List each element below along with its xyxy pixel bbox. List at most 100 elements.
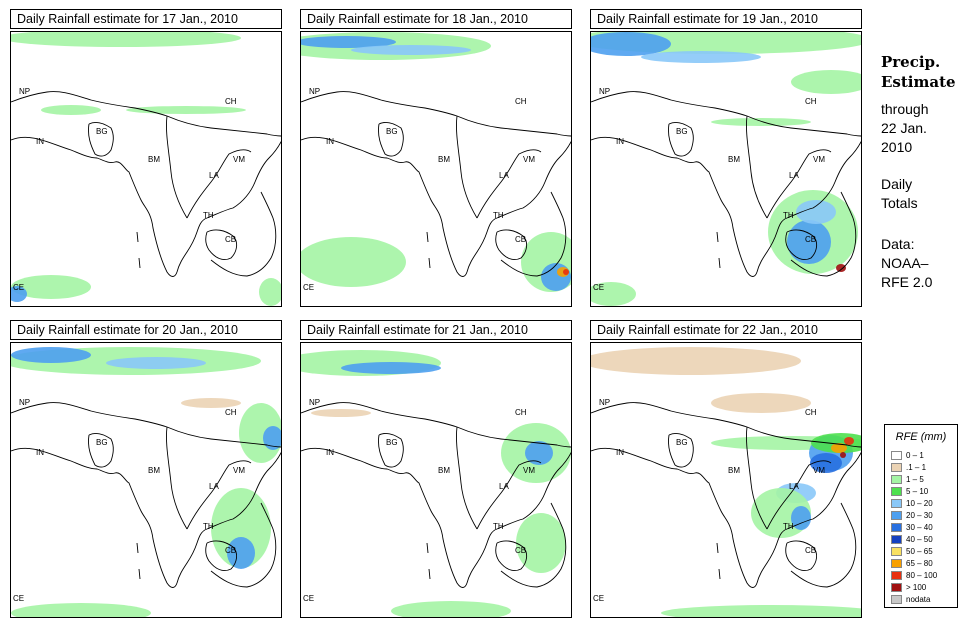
borders-layer (11, 91, 281, 277)
country-label-in: IN (326, 137, 334, 146)
through-date: through 22 Jan. 2010 (881, 100, 928, 157)
border-line (210, 502, 277, 588)
labels-layer: NP CH IN BG BM VM LA TH CB CE (303, 87, 535, 292)
border-line (668, 432, 694, 468)
country-label-ce: CE (13, 594, 24, 603)
precip-area (259, 278, 281, 306)
precip-area (126, 106, 246, 114)
legend-label: 0 – 1 (906, 451, 924, 460)
border-line (378, 432, 404, 468)
precip-area (791, 506, 811, 530)
map-panel-21: Daily Rainfall estimate for 21 Jan., 201… (300, 320, 572, 618)
precip-area (11, 347, 91, 363)
legend-item: 20 – 30 (891, 511, 933, 521)
border-line (591, 91, 861, 137)
country-label-in: IN (616, 137, 624, 146)
border-line (790, 191, 857, 277)
border-line (785, 540, 818, 572)
precip-area (796, 200, 836, 224)
data-source-line1: NOAA– (881, 255, 929, 271)
precip-area (563, 269, 569, 275)
country-label-la: LA (789, 171, 799, 180)
precip-area (791, 70, 861, 94)
country-label-la: LA (789, 482, 799, 491)
rainfall-map: NP CH IN BG BM VM LA TH CB CE (10, 342, 282, 618)
border-line (428, 257, 431, 269)
precip-area (41, 105, 101, 115)
rainfall-map: NP CH IN BG BM VM LA TH CB CE (10, 31, 282, 307)
country-label-bm: BM (728, 466, 740, 475)
border-line (205, 540, 238, 572)
country-label-np: NP (19, 398, 30, 407)
precip-area (341, 362, 441, 374)
precip-area (311, 409, 371, 417)
country-label-ce: CE (303, 594, 314, 603)
precip-area (844, 437, 854, 445)
legend-item: 10 – 20 (891, 499, 933, 509)
country-label-in: IN (616, 448, 624, 457)
precip-area (711, 118, 811, 126)
legend-item: 0 – 1 (891, 451, 924, 461)
legend-item: 50 – 65 (891, 547, 933, 557)
border-line (746, 426, 768, 530)
border-line (301, 91, 571, 137)
country-label-np: NP (19, 87, 30, 96)
country-label-in: IN (36, 448, 44, 457)
country-label-ce: CE (593, 283, 604, 292)
country-label-bm: BM (438, 155, 450, 164)
border-line (11, 91, 281, 137)
map-svg: NP CH IN BG BM VM LA TH CB CE (301, 32, 571, 292)
country-label-bg: BG (676, 127, 688, 136)
country-label-ce: CE (303, 283, 314, 292)
legend-swatch (891, 559, 902, 568)
legend-swatch (891, 547, 902, 556)
rfe-legend: RFE (mm) 0 – 1 .1 – 1 1 – 5 5 – 10 10 – 20 20… (884, 424, 958, 608)
borders-layer (591, 402, 861, 588)
country-label-ce: CE (593, 594, 604, 603)
map-svg: NP CH IN BG BM VM LA TH CB CE (11, 347, 281, 617)
legend-swatch (891, 511, 902, 520)
precip-area (11, 32, 241, 47)
map-panel-17: Daily Rainfall estimate for 17 Jan., 201… (10, 9, 282, 307)
border-line (166, 426, 188, 530)
legend-label: nodata (906, 595, 931, 604)
precip-area (810, 453, 842, 473)
precip-layer (11, 32, 281, 306)
border-line (746, 115, 768, 219)
border-line (456, 426, 478, 530)
legend-label: 10 – 20 (906, 499, 933, 508)
legend-label: 5 – 10 (906, 487, 929, 496)
map-panel-19: Daily Rainfall estimate for 19 Jan., 201… (590, 9, 862, 307)
country-label-th: TH (203, 211, 214, 220)
border-line (136, 542, 139, 554)
country-label-cb: CB (225, 546, 236, 555)
country-label-bm: BM (148, 466, 160, 475)
country-label-cb: CB (225, 235, 236, 244)
border-line (591, 447, 758, 588)
precip-area (831, 443, 847, 453)
labels-layer: NP CH IN BG BM VM LA TH CB CE (593, 87, 825, 292)
country-label-th: TH (493, 522, 504, 531)
country-label-bg: BG (676, 438, 688, 447)
border-line (766, 149, 832, 219)
legend-item: 1 – 5 (891, 475, 924, 485)
border-line (428, 568, 431, 580)
country-label-bg: BG (96, 127, 108, 136)
legend-label: 80 – 100 (906, 571, 938, 580)
map-panel-18: Daily Rainfall estimate for 18 Jan., 201… (300, 9, 572, 307)
country-label-vm: VM (813, 155, 825, 164)
border-line (11, 402, 281, 448)
country-label-ch: CH (805, 408, 817, 417)
legend-swatch (891, 571, 902, 580)
country-label-bg: BG (386, 438, 398, 447)
precip-area (525, 441, 553, 465)
border-line (496, 451, 571, 530)
sidebar-title-line2: Estimate (881, 73, 956, 91)
precip-layer (301, 32, 571, 292)
legend-swatch (891, 451, 902, 460)
border-line (301, 136, 468, 277)
border-line (206, 451, 281, 530)
country-label-ce: CE (13, 283, 24, 292)
country-label-cb: CB (805, 546, 816, 555)
country-label-vm: VM (813, 466, 825, 475)
